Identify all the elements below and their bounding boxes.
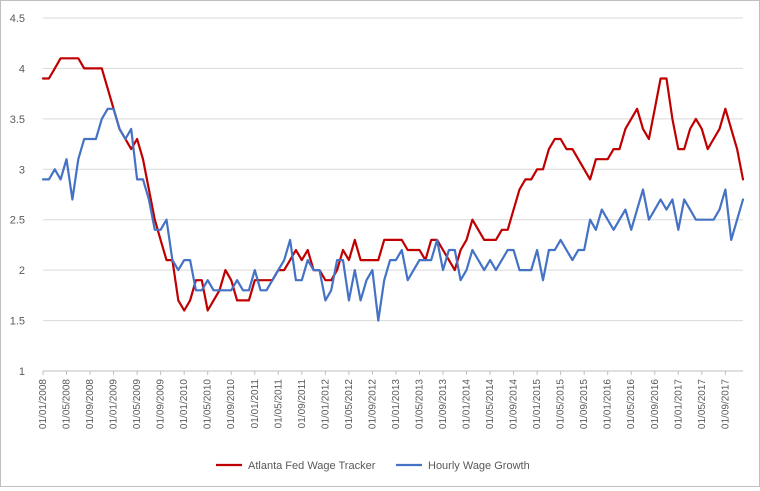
x-tick-label: 01/09/2015	[579, 379, 590, 429]
y-tick-label: 1	[19, 366, 25, 378]
x-tick-label: 01/01/2010	[179, 379, 190, 429]
x-tick-label: 01/01/2008	[38, 379, 49, 429]
x-tick-label: 01/09/2011	[297, 379, 308, 429]
x-tick-label: 01/09/2009	[156, 379, 167, 429]
y-tick-label: 3	[19, 164, 25, 176]
legend: Atlanta Fed Wage Tracker Hourly Wage Grow…	[216, 460, 530, 472]
x-tick-label: 01/01/2011	[250, 379, 261, 429]
series-lines	[41, 57, 745, 322]
x-tick-label: 01/05/2017	[697, 379, 708, 429]
x-tick-label: 01/01/2014	[462, 379, 473, 429]
x-tick-label: 01/01/2009	[109, 379, 120, 429]
y-tick-label: 1.5	[10, 316, 25, 328]
x-tick-label: 01/09/2012	[367, 379, 378, 429]
x-tick-label: 01/05/2016	[626, 379, 637, 429]
gridlines	[43, 17, 743, 322]
x-tick-label: 01/09/2013	[438, 379, 449, 429]
y-tick-label: 2	[19, 265, 25, 277]
x-tick-label: 01/05/2011	[273, 379, 284, 429]
x-tick-label: 01/09/2017	[720, 379, 731, 429]
series-line-atlanta-fed-wage-tracker	[41, 57, 745, 312]
x-tick-label: 01/01/2016	[603, 379, 614, 429]
x-tick-label: 01/05/2012	[344, 379, 355, 429]
y-axis-ticks: 1 1.5 2 2.5 3 3.5 4 4.5	[10, 13, 25, 378]
x-tick-label: 01/05/2013	[414, 379, 425, 429]
x-tick-label: 01/05/2009	[132, 379, 143, 429]
x-tick-label: 01/01/2012	[320, 379, 331, 429]
x-tick-label: 01/05/2010	[203, 379, 214, 429]
y-tick-label: 4	[19, 63, 25, 75]
x-tick-label: 01/01/2017	[673, 379, 684, 429]
y-tick-label: 4.5	[10, 13, 25, 25]
x-tick-label: 01/05/2014	[485, 379, 496, 429]
x-tick-label: 01/09/2016	[650, 379, 661, 429]
x-tick-label: 01/09/2008	[85, 379, 96, 429]
x-tick-label: 01/09/2010	[226, 379, 237, 429]
y-tick-label: 2.5	[10, 215, 25, 227]
x-tick-label: 01/01/2013	[391, 379, 402, 429]
y-tick-label: 3.5	[10, 114, 25, 126]
x-tick-label: 01/05/2008	[62, 379, 73, 429]
x-tick-label: 01/05/2015	[556, 379, 567, 429]
legend-label: Hourly Wage Growth	[428, 460, 530, 472]
x-axis-ticks: 01/01/2008 01/05/2008 01/09/2008 01/01/2009…	[38, 371, 731, 429]
x-tick-label: 01/01/2015	[532, 379, 543, 429]
x-tick-label: 01/09/2014	[509, 379, 520, 429]
legend-label: Atlanta Fed Wage Tracker	[248, 460, 376, 472]
series-line-hourly-wage-growth	[41, 107, 745, 322]
